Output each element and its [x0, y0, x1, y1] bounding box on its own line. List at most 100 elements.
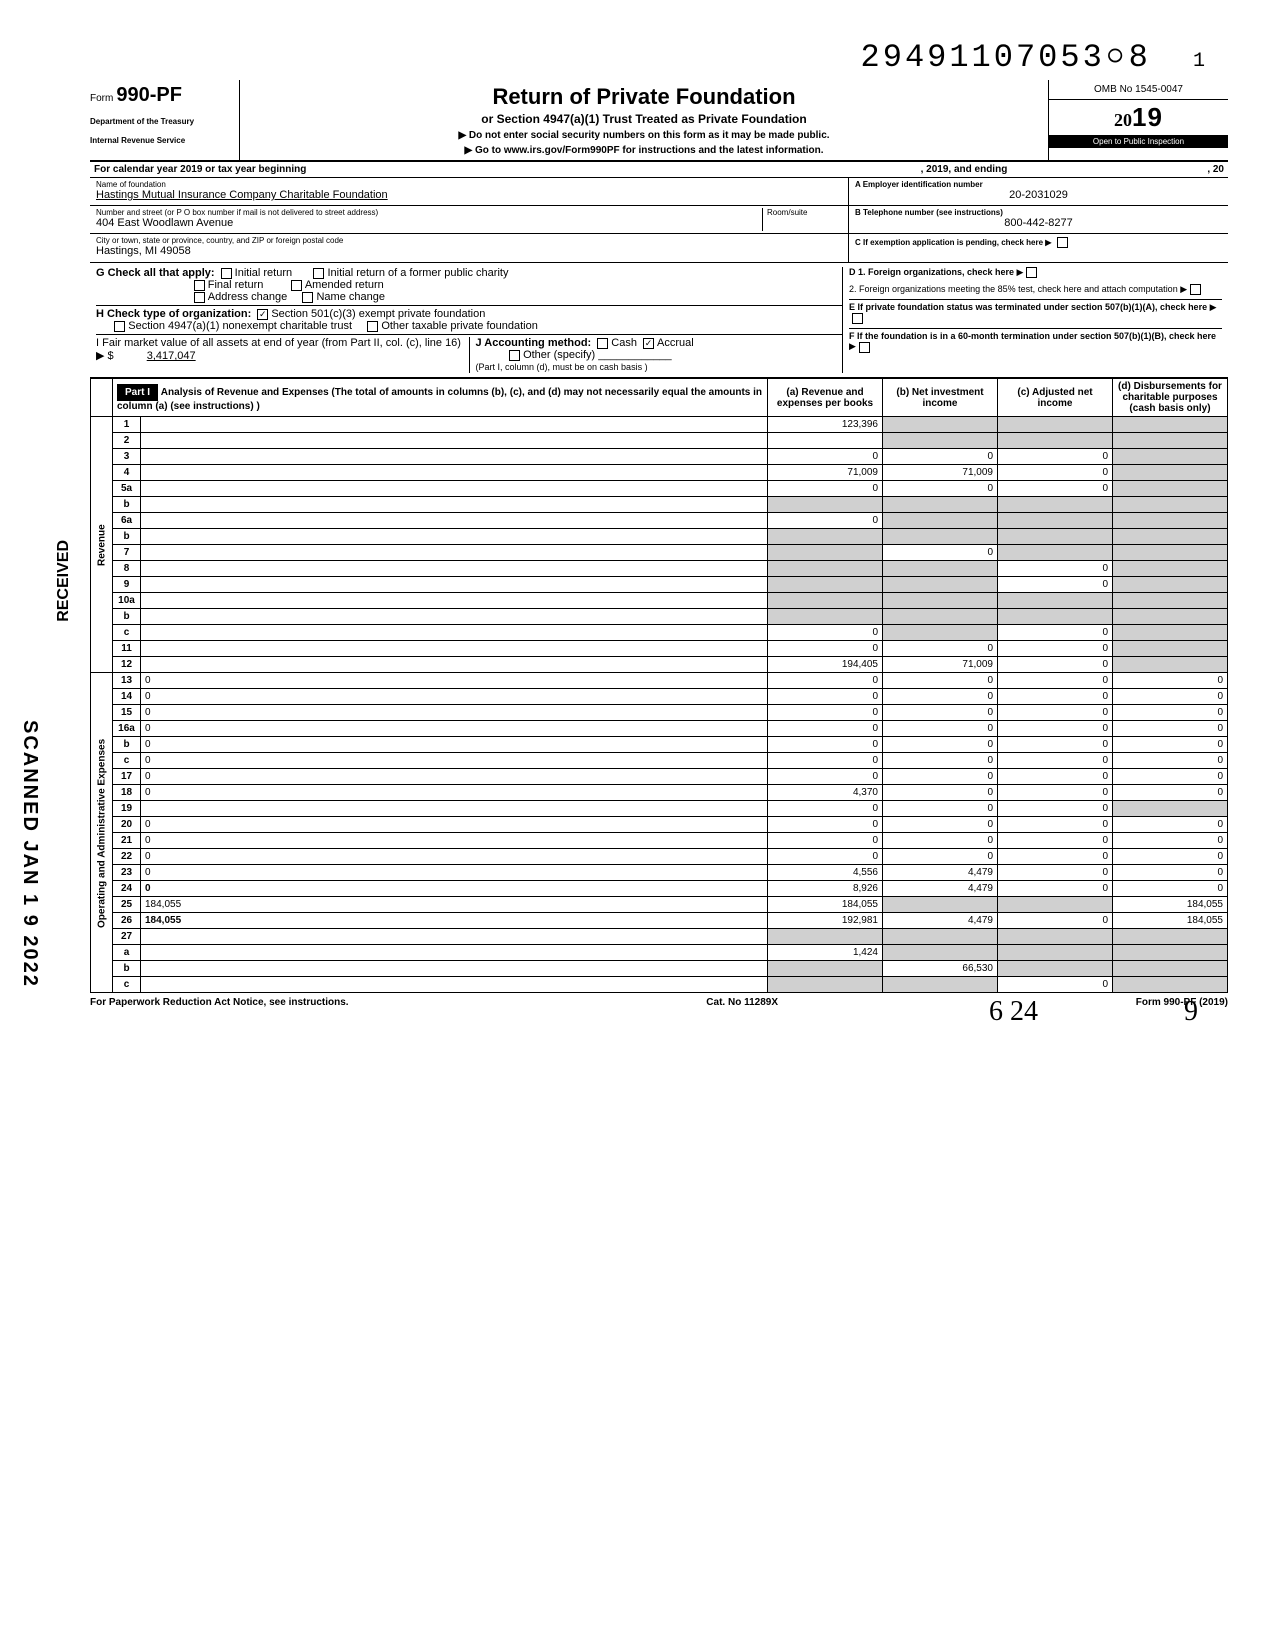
g-final-checkbox[interactable]	[194, 280, 205, 291]
amount-cell: 0	[1113, 817, 1228, 833]
amount-cell: 0	[998, 689, 1113, 705]
foundation-info: Name of foundation Hastings Mutual Insur…	[90, 178, 1228, 263]
amount-cell: 0	[883, 721, 998, 737]
ein-value: 20-2031029	[855, 189, 1222, 201]
h-other-checkbox[interactable]	[367, 321, 378, 332]
amount-cell	[768, 577, 883, 593]
line-number: b	[113, 497, 141, 513]
amount-cell: 0	[883, 769, 998, 785]
table-row: 10a	[91, 593, 1228, 609]
amount-cell: 0	[1113, 689, 1228, 705]
section-c-checkbox[interactable]	[1057, 237, 1068, 248]
line-description	[141, 657, 768, 673]
f-checkbox[interactable]	[859, 342, 870, 353]
g-name-checkbox[interactable]	[302, 292, 313, 303]
received-stamp: RECEIVED	[55, 540, 73, 622]
e-checkbox[interactable]	[852, 313, 863, 324]
g-amended-checkbox[interactable]	[291, 280, 302, 291]
dept-treasury: Department of the Treasury	[90, 117, 233, 126]
table-row: 27	[91, 929, 1228, 945]
amount-cell	[998, 945, 1113, 961]
line-number: 20	[113, 817, 141, 833]
j-other-checkbox[interactable]	[509, 350, 520, 361]
line-description	[141, 417, 768, 433]
section-f: F If the foundation is in a 60-month ter…	[849, 328, 1222, 352]
line-number: 11	[113, 641, 141, 657]
line-number: 5a	[113, 481, 141, 497]
amount-cell	[1113, 513, 1228, 529]
line-description	[141, 641, 768, 657]
line-number: 17	[113, 769, 141, 785]
table-row: b	[91, 529, 1228, 545]
table-row: Operating and Administrative Expenses130…	[91, 673, 1228, 689]
table-row: 19000	[91, 801, 1228, 817]
line-description	[141, 593, 768, 609]
line-number: c	[113, 625, 141, 641]
d2-checkbox[interactable]	[1190, 284, 1201, 295]
form-note2: ▶ Go to www.irs.gov/Form990PF for instru…	[250, 145, 1038, 156]
amount-cell: 0	[998, 977, 1113, 993]
table-row: 2000000	[91, 817, 1228, 833]
h-4947-checkbox[interactable]	[114, 321, 125, 332]
line-description	[141, 801, 768, 817]
amount-cell	[1113, 449, 1228, 465]
phone-label: B Telephone number (see instructions)	[855, 208, 1222, 217]
amount-cell: 4,479	[883, 865, 998, 881]
line-number: 16a	[113, 721, 141, 737]
j-cash-checkbox[interactable]	[597, 338, 608, 349]
line-number: b	[113, 529, 141, 545]
amount-cell	[1113, 961, 1228, 977]
amount-cell: 4,556	[768, 865, 883, 881]
amount-cell: 0	[998, 465, 1113, 481]
table-row: b	[91, 497, 1228, 513]
form-header: Form 990-PF Department of the Treasury I…	[90, 80, 1228, 162]
amount-cell: 0	[998, 625, 1113, 641]
line-number: b	[113, 737, 141, 753]
city-label: City or town, state or province, country…	[96, 236, 842, 245]
g-address-checkbox[interactable]	[194, 292, 205, 303]
part1-header: Part I	[117, 384, 158, 401]
open-inspection: Open to Public Inspection	[1049, 135, 1228, 148]
amount-cell: 0	[998, 769, 1113, 785]
table-row: 3000	[91, 449, 1228, 465]
line-number: 12	[113, 657, 141, 673]
line-description: 0	[141, 769, 768, 785]
amount-cell: 0	[768, 641, 883, 657]
col-a-header: (a) Revenue and expenses per books	[768, 379, 883, 417]
line-description: 0	[141, 785, 768, 801]
amount-cell: 194,405	[768, 657, 883, 673]
line-description	[141, 929, 768, 945]
foundation-address: 404 East Woodlawn Avenue	[96, 217, 762, 229]
amount-cell: 0	[998, 721, 1113, 737]
line-number: 18	[113, 785, 141, 801]
amount-cell: 0	[883, 545, 998, 561]
line-description	[141, 481, 768, 497]
amount-cell	[1113, 481, 1228, 497]
amount-cell: 184,055	[1113, 913, 1228, 929]
table-row: 26184,055192,9814,4790184,055	[91, 913, 1228, 929]
line-description	[141, 977, 768, 993]
section-ij: I Fair market value of all assets at end…	[96, 334, 842, 373]
g-initial-former-checkbox[interactable]	[313, 268, 324, 279]
d1-checkbox[interactable]	[1026, 267, 1037, 278]
amount-cell: 0	[998, 705, 1113, 721]
table-row: c00	[91, 625, 1228, 641]
line-number: 19	[113, 801, 141, 817]
amount-cell	[883, 977, 998, 993]
handwritten-note: 6 24	[989, 996, 1038, 1028]
g-initial-checkbox[interactable]	[221, 268, 232, 279]
amount-cell: 0	[768, 689, 883, 705]
amount-cell: 0	[883, 817, 998, 833]
amount-cell: 0	[768, 513, 883, 529]
h-501c3-checkbox[interactable]: ✓	[257, 309, 268, 320]
handwritten-note-2: 9	[1184, 996, 1198, 1028]
table-row: 6a0	[91, 513, 1228, 529]
line-description	[141, 449, 768, 465]
amount-cell	[768, 593, 883, 609]
amount-cell: 123,396	[768, 417, 883, 433]
table-row: 1700000	[91, 769, 1228, 785]
line-description	[141, 561, 768, 577]
amount-cell: 0	[998, 753, 1113, 769]
amount-cell: 0	[998, 865, 1113, 881]
j-accrual-checkbox[interactable]: ✓	[643, 338, 654, 349]
